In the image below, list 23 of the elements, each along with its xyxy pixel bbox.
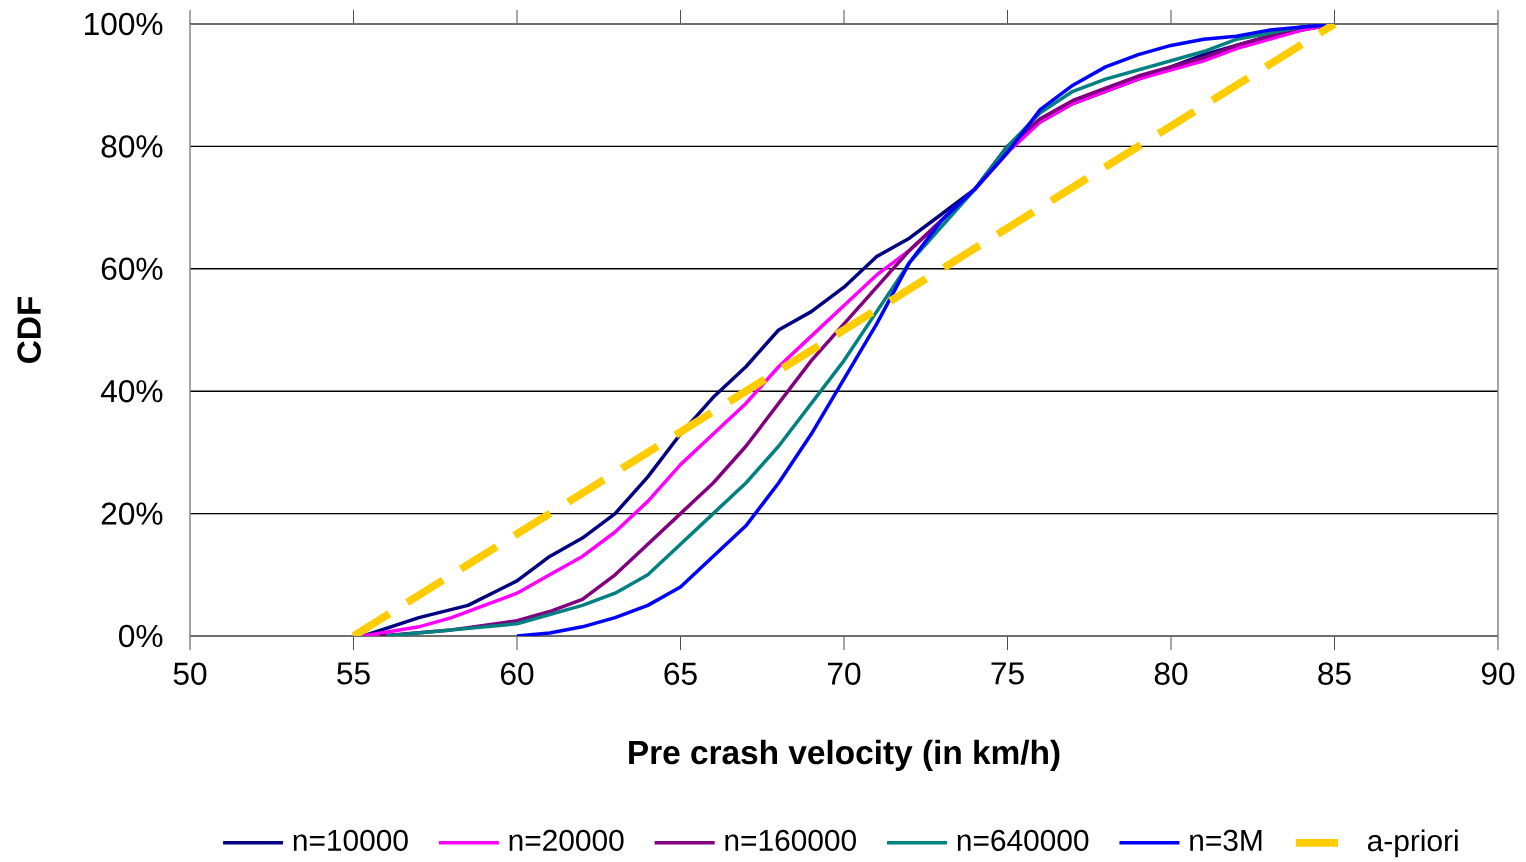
x-axis-title: Pre crash velocity (in km/h)	[629, 739, 1060, 771]
x-tick-label: 75	[991, 662, 1024, 685]
x-tick-label: 55	[337, 662, 370, 685]
y-tick-label: 100%	[85, 12, 163, 36]
x-tick-label: 90	[1481, 662, 1515, 685]
legend-label: n=160000	[725, 829, 856, 851]
y-tick-label: 0%	[119, 624, 163, 648]
legend-label: n=640000	[957, 829, 1089, 851]
x-tick-label: 80	[1154, 662, 1188, 685]
x-tick-label: 70	[828, 662, 861, 685]
y-tick-label: 20%	[101, 502, 163, 525]
y-axis-title: CDF	[17, 296, 41, 363]
legend-label: n=20000	[509, 829, 624, 851]
legend-label: n=3M	[1190, 829, 1262, 851]
legend-label: n=10000	[293, 829, 408, 851]
x-tick-label: 60	[501, 662, 534, 685]
y-tick-label: 60%	[101, 257, 163, 281]
legend-label: a-priori	[1367, 829, 1458, 858]
y-tick-label: 40%	[100, 379, 163, 403]
x-tick-label: 85	[1318, 662, 1351, 685]
y-tick-label: 80%	[101, 135, 163, 158]
x-tick-label: 65	[664, 662, 697, 685]
x-tick-label: 50	[173, 662, 207, 685]
